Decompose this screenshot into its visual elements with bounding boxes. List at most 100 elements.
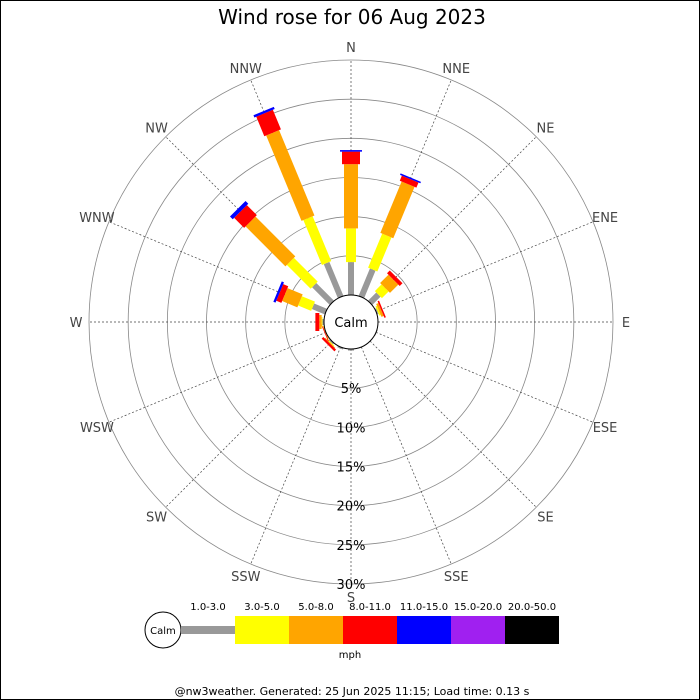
petal-W-5.0-8.0 xyxy=(319,315,322,329)
direction-label-SE: SE xyxy=(537,510,553,525)
direction-label-N: N xyxy=(346,41,356,56)
spoke-WSW xyxy=(108,332,327,423)
direction-label-SW: SW xyxy=(146,510,167,525)
direction-label-NW: NW xyxy=(145,122,168,137)
direction-label-SSE: SSE xyxy=(444,570,469,585)
legend-units: mph xyxy=(339,650,361,661)
spoke-ESE xyxy=(375,332,594,423)
spoke-ENE xyxy=(375,221,594,312)
petal-NNE-3.0-5.0 xyxy=(368,233,392,272)
petal-SSW-1.0-3.0 xyxy=(337,345,344,350)
ring-label: 25% xyxy=(337,539,366,554)
ring-labels: 5% 10% 15% 20% 25% 30% xyxy=(337,382,366,593)
direction-label-NNW: NNW xyxy=(230,62,262,77)
legend-label-8.0-11.0: 8.0-11.0 xyxy=(349,602,391,613)
ring-label: 15% xyxy=(337,461,366,476)
direction-label-ENE: ENE xyxy=(592,211,618,226)
direction-label-SSW: SSW xyxy=(231,570,261,585)
ring-label: 10% xyxy=(337,421,366,436)
direction-label-NE: NE xyxy=(536,122,554,137)
ring-label: 5% xyxy=(341,382,362,397)
petal-NNW-11.0-15.0 xyxy=(253,106,275,118)
direction-label-WSW: WSW xyxy=(80,421,114,436)
calm-label: Calm xyxy=(334,316,367,331)
legend-swatch-1.0-3.0 xyxy=(181,626,235,634)
legend-label-11.0-15.0: 11.0-15.0 xyxy=(400,602,448,613)
petal-SW-1.0-3.0 xyxy=(328,338,335,345)
legend-swatch-3.0-5.0 xyxy=(235,616,289,644)
speed-legend: Calm mph 1.0-3.0 3.0-5.0 5.0-8.0 8.0-11.0 11… xyxy=(144,602,559,661)
spoke-SE xyxy=(369,340,537,508)
petal-N-5.0-8.0 xyxy=(344,164,358,229)
petal-W-8.0-11.0 xyxy=(315,313,320,331)
petal-NW-1.0-3.0 xyxy=(312,283,335,306)
petal-WSW-8.0-11.0 xyxy=(321,324,329,342)
legend-label-15.0-20.0: 15.0-20.0 xyxy=(454,602,502,613)
petal-NNE-8.0-11.0 xyxy=(399,175,419,188)
petal-ENE-1.0-3.0 xyxy=(374,308,379,315)
petal-ENE-8.0-11.0 xyxy=(377,300,386,318)
petal-S-1.0-3.0 xyxy=(348,349,354,351)
legend-swatch-8.0-11.0 xyxy=(343,616,397,644)
petal-N-8.0-11.0 xyxy=(342,151,360,165)
petal-W-3.0-5.0 xyxy=(321,317,323,327)
petal-NNW-5.0-8.0 xyxy=(266,130,315,221)
chart-title: Wind rose for 06 Aug 2023 xyxy=(218,5,486,29)
spoke-SSE xyxy=(361,346,452,565)
petal-N-3.0-5.0 xyxy=(346,228,356,263)
petal-WNW-8.0-11.0 xyxy=(276,284,289,303)
petal-ENE-3.0-5.0 xyxy=(375,305,381,316)
petal-SW-8.0-11.0 xyxy=(321,336,337,352)
petal-ENE-5.0-8.0 xyxy=(376,303,384,317)
legend-label-1.0-3.0: 1.0-3.0 xyxy=(190,602,225,613)
rose-petals xyxy=(229,106,421,352)
direction-label-ESE: ESE xyxy=(593,421,618,436)
legend-swatch-20.0-50.0 xyxy=(505,616,559,644)
legend-swatch-11.0-15.0 xyxy=(397,616,451,644)
legend-swatch-15.0-20.0 xyxy=(451,616,505,644)
petal-NNE-1.0-3.0 xyxy=(358,268,376,299)
petal-WNW-11.0-15.0 xyxy=(273,281,284,303)
calm-circle-group: Calm xyxy=(323,294,379,350)
petal-NNW-1.0-3.0 xyxy=(323,261,344,299)
ring-label: 30% xyxy=(337,578,366,593)
ring-circle-30 xyxy=(88,59,614,585)
petal-WNW-1.0-3.0 xyxy=(311,303,328,315)
legend-calm-label: Calm xyxy=(150,626,176,637)
calm-circle xyxy=(323,294,379,350)
legend-label-20.0-50.0: 20.0-50.0 xyxy=(508,602,556,613)
petal-NE-1.0-3.0 xyxy=(367,292,381,306)
direction-label-WNW: WNW xyxy=(79,211,115,226)
spoke-SSW xyxy=(250,346,341,565)
petal-WNW-5.0-8.0 xyxy=(282,288,303,308)
direction-label-W: W xyxy=(70,316,83,331)
ring-circle-25 xyxy=(127,98,575,546)
petal-NNE-11.0-15.0 xyxy=(400,173,421,184)
legend-label-5.0-8.0: 5.0-8.0 xyxy=(298,602,333,613)
petal-SW-5.0-8.0 xyxy=(324,337,336,349)
petal-NW-3.0-5.0 xyxy=(286,257,318,289)
spoke-SW xyxy=(165,340,333,508)
petal-NE-8.0-11.0 xyxy=(386,270,403,287)
direction-label-S: S xyxy=(347,591,355,606)
petal-N-11.0-15.0 xyxy=(340,150,362,152)
petal-NE-5.0-8.0 xyxy=(380,274,399,293)
footer-text: @nw3weather. Generated: 25 Jun 2025 11:1… xyxy=(175,685,530,698)
petal-NW-8.0-11.0 xyxy=(234,205,257,228)
direction-label-NNE: NNE xyxy=(442,62,470,77)
direction-labels: N NNE NE ENE E ESE SE SSE S SSW SW WSW W WNW NW NNW xyxy=(70,41,631,606)
petal-NNW-8.0-11.0 xyxy=(256,109,281,137)
legend-label-3.0-5.0: 3.0-5.0 xyxy=(244,602,279,613)
petal-WNW-3.0-5.0 xyxy=(298,296,315,311)
petal-NE-3.0-5.0 xyxy=(374,284,389,299)
petal-NW-5.0-8.0 xyxy=(245,216,296,267)
petal-NNW-3.0-5.0 xyxy=(303,216,332,265)
petal-N-1.0-3.0 xyxy=(348,262,354,295)
petal-NNE-5.0-8.0 xyxy=(380,181,415,239)
direction-label-E: E xyxy=(622,316,630,331)
spoke-NE xyxy=(369,136,537,304)
spoke-WNW xyxy=(108,221,327,312)
legend-swatch-5.0-8.0 xyxy=(289,616,343,644)
petal-NW-11.0-15.0 xyxy=(229,200,249,220)
